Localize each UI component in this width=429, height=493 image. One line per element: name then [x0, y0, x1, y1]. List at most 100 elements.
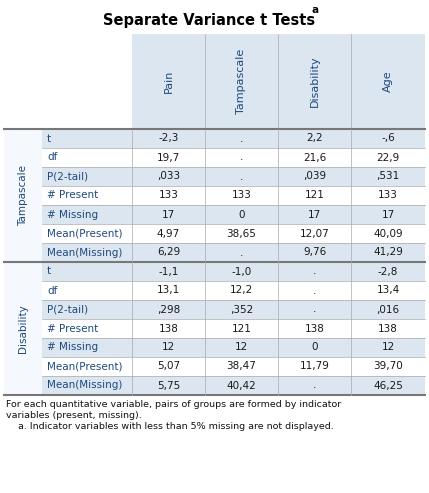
Text: 12: 12 [162, 343, 175, 352]
Text: P(2-tail): P(2-tail) [47, 305, 88, 315]
Text: # Present: # Present [47, 323, 98, 333]
Bar [42, 281, 425, 300]
Bar [42, 167, 425, 186]
Text: 0: 0 [238, 210, 245, 219]
Text: 11,79: 11,79 [299, 361, 329, 372]
Text: .: . [313, 267, 316, 277]
Text: 38,47: 38,47 [227, 361, 257, 372]
Text: Pain: Pain [163, 70, 173, 93]
Text: 21,6: 21,6 [303, 152, 326, 163]
Text: Tampascale: Tampascale [18, 165, 28, 226]
Text: Mean(Present): Mean(Present) [47, 228, 123, 239]
Bar [42, 376, 425, 395]
Text: 2,2: 2,2 [306, 134, 323, 143]
Bar [4, 34, 132, 129]
Text: 9,76: 9,76 [303, 247, 326, 257]
Text: .: . [240, 172, 243, 181]
Text: Separate Variance t Tests: Separate Variance t Tests [103, 12, 316, 28]
Bar [4, 129, 42, 262]
Text: 133: 133 [378, 190, 398, 201]
Bar [42, 186, 425, 205]
Text: Mean(Present): Mean(Present) [47, 361, 123, 372]
Text: .: . [313, 381, 316, 390]
Text: a: a [311, 5, 319, 15]
Text: 12: 12 [235, 343, 248, 352]
Text: 0: 0 [311, 343, 318, 352]
Text: 6,29: 6,29 [157, 247, 180, 257]
Text: -,6: -,6 [381, 134, 395, 143]
Text: ,531: ,531 [376, 172, 400, 181]
Bar [42, 300, 425, 319]
Bar [42, 205, 425, 224]
Text: 138: 138 [378, 323, 398, 333]
Text: Disability: Disability [309, 56, 320, 107]
Text: # Missing: # Missing [47, 210, 98, 219]
Text: ,016: ,016 [376, 305, 399, 315]
Text: ,033: ,033 [157, 172, 180, 181]
Text: df: df [47, 285, 57, 295]
Text: 13,4: 13,4 [376, 285, 400, 295]
Text: t: t [47, 267, 51, 277]
Bar [132, 34, 425, 129]
Text: ,352: ,352 [230, 305, 253, 315]
Text: .: . [240, 134, 243, 143]
Text: Age: Age [383, 70, 393, 92]
Text: 39,70: 39,70 [373, 361, 403, 372]
Text: variables (present, missing).: variables (present, missing). [6, 411, 142, 420]
Text: ,039: ,039 [303, 172, 326, 181]
Text: 121: 121 [305, 190, 324, 201]
Text: 17: 17 [308, 210, 321, 219]
Text: a. Indicator variables with less than 5% missing are not displayed.: a. Indicator variables with less than 5%… [18, 422, 334, 431]
Text: 121: 121 [232, 323, 251, 333]
Text: -2,8: -2,8 [378, 267, 398, 277]
Text: .: . [313, 305, 316, 315]
Text: P(2-tail): P(2-tail) [47, 172, 88, 181]
Text: .: . [313, 285, 316, 295]
Text: 46,25: 46,25 [373, 381, 403, 390]
Text: # Present: # Present [47, 190, 98, 201]
Bar [42, 338, 425, 357]
Text: 5,07: 5,07 [157, 361, 180, 372]
Text: .: . [240, 247, 243, 257]
Text: 4,97: 4,97 [157, 228, 180, 239]
Text: 5,75: 5,75 [157, 381, 180, 390]
Bar [4, 262, 42, 395]
Text: Disability: Disability [18, 304, 28, 353]
Text: 22,9: 22,9 [376, 152, 400, 163]
Text: Mean(Missing): Mean(Missing) [47, 247, 122, 257]
Text: .: . [240, 152, 243, 163]
Bar [42, 148, 425, 167]
Text: 41,29: 41,29 [373, 247, 403, 257]
Bar [4, 4, 425, 38]
Bar [42, 357, 425, 376]
Text: -1,0: -1,0 [231, 267, 252, 277]
Text: 138: 138 [305, 323, 324, 333]
Text: 17: 17 [381, 210, 395, 219]
Text: 13,1: 13,1 [157, 285, 180, 295]
Text: 38,65: 38,65 [227, 228, 257, 239]
Text: t: t [47, 134, 51, 143]
Text: Mean(Missing): Mean(Missing) [47, 381, 122, 390]
Text: 12,07: 12,07 [299, 228, 329, 239]
Text: 12: 12 [381, 343, 395, 352]
Text: 138: 138 [159, 323, 178, 333]
Bar [42, 129, 425, 148]
Bar [42, 262, 425, 281]
Text: Tampascale: Tampascale [236, 49, 247, 114]
Text: 40,42: 40,42 [227, 381, 257, 390]
Text: 133: 133 [232, 190, 251, 201]
Text: 133: 133 [159, 190, 178, 201]
Text: 40,09: 40,09 [373, 228, 403, 239]
Bar [42, 224, 425, 243]
Text: 12,2: 12,2 [230, 285, 253, 295]
Text: # Missing: # Missing [47, 343, 98, 352]
Text: -1,1: -1,1 [158, 267, 179, 277]
Text: ,298: ,298 [157, 305, 180, 315]
Text: 19,7: 19,7 [157, 152, 180, 163]
Text: For each quantitative variable, pairs of groups are formed by indicator: For each quantitative variable, pairs of… [6, 400, 341, 409]
Bar [42, 319, 425, 338]
Bar [42, 243, 425, 262]
Text: df: df [47, 152, 57, 163]
Text: -2,3: -2,3 [158, 134, 179, 143]
Text: 17: 17 [162, 210, 175, 219]
